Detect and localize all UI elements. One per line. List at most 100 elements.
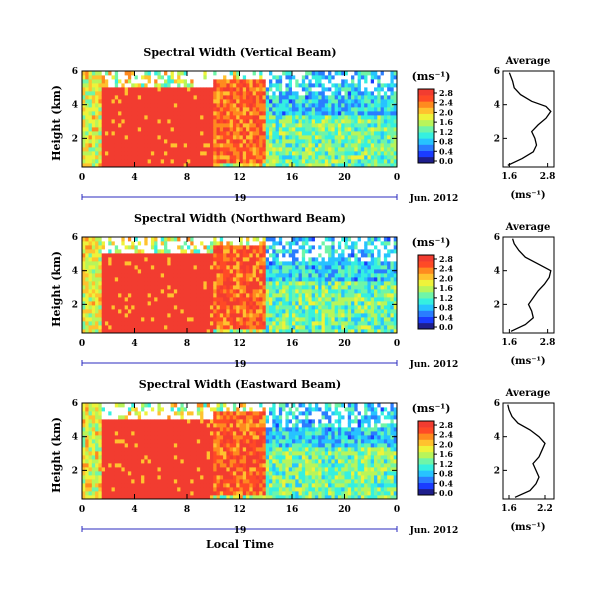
heatmap-cell xyxy=(285,297,290,302)
heatmap-cell xyxy=(134,139,139,144)
heatmap-cell xyxy=(318,313,322,318)
heatmap-cell xyxy=(209,293,214,298)
heatmap-cell xyxy=(259,237,263,242)
heatmap-cell xyxy=(160,147,165,152)
heatmap-cell xyxy=(308,301,313,306)
heatmap-cell xyxy=(351,111,355,116)
heatmap-cell xyxy=(131,313,135,318)
heatmap-cell xyxy=(137,277,142,282)
heatmap-cell xyxy=(82,301,86,306)
heatmap-cell xyxy=(305,75,309,80)
heatmap-cell xyxy=(216,305,221,310)
heatmap-cell xyxy=(337,91,342,96)
heatmap-cell xyxy=(85,301,89,306)
heatmap-cell xyxy=(347,265,352,270)
heatmap-cell xyxy=(101,91,106,96)
heatmap-cell xyxy=(124,115,129,120)
heatmap-cell xyxy=(82,463,86,468)
heatmap-cell xyxy=(118,139,122,144)
heatmap-cell xyxy=(229,155,234,160)
heatmap-cell xyxy=(131,245,135,250)
heatmap-cell xyxy=(98,241,103,246)
heatmap-cell xyxy=(265,285,270,290)
heatmap-cell xyxy=(370,245,375,250)
heatmap-cell xyxy=(357,325,362,330)
heatmap-cell xyxy=(249,163,254,168)
heatmap-cell xyxy=(196,289,201,294)
heatmap-cell xyxy=(265,257,270,262)
heatmap-cell xyxy=(124,317,129,322)
heatmap-cell xyxy=(265,159,270,164)
heatmap-cell xyxy=(246,265,250,270)
heatmap-cell xyxy=(259,159,263,164)
heatmap-cell xyxy=(127,285,132,290)
heatmap-cell xyxy=(347,103,352,108)
heatmap-cell xyxy=(272,123,276,128)
heatmap-cell xyxy=(160,83,165,88)
heatmap-cell xyxy=(219,309,224,314)
heatmap-cell xyxy=(374,269,378,274)
heatmap-cell xyxy=(239,317,244,322)
heatmap-cell xyxy=(164,151,168,156)
heatmap-cell xyxy=(154,75,158,80)
heatmap-cell xyxy=(314,277,319,282)
heatmap-cell xyxy=(226,273,231,278)
heatmap-cell xyxy=(232,321,237,326)
heatmap-cell xyxy=(341,155,345,160)
heatmap-cell xyxy=(370,115,375,120)
heatmap-cell xyxy=(262,99,267,104)
heatmap-cell xyxy=(180,241,185,246)
heatmap-cell xyxy=(383,261,388,266)
heatmap-cell xyxy=(85,487,89,492)
heatmap-cell xyxy=(278,317,283,322)
heatmap-cell xyxy=(164,309,168,314)
heatmap-cell xyxy=(255,115,260,120)
heatmap-cell xyxy=(324,135,329,140)
heatmap-cell xyxy=(127,91,132,96)
heatmap-cell xyxy=(265,277,270,282)
heatmap-cell xyxy=(104,277,109,282)
heatmap-cell xyxy=(259,127,263,132)
heatmap-cell xyxy=(272,305,276,310)
heatmap-cell xyxy=(282,139,286,144)
heatmap-cell xyxy=(265,309,270,314)
heatmap-cell xyxy=(229,273,234,278)
heatmap-cell xyxy=(301,107,306,112)
heatmap-cell xyxy=(288,115,293,120)
heatmap-cell xyxy=(278,111,283,116)
heatmap-cell xyxy=(154,115,158,120)
heatmap-cell xyxy=(278,265,283,270)
heatmap-cell xyxy=(229,253,234,258)
heatmap-cell xyxy=(229,265,234,270)
heatmap-cell xyxy=(246,151,250,156)
heatmap-cell xyxy=(232,317,237,322)
heatmap-cell xyxy=(150,293,155,298)
heatmap-cell xyxy=(370,139,375,144)
heatmap-cell xyxy=(239,297,244,302)
heatmap-cell xyxy=(177,297,181,302)
heatmap-cell xyxy=(370,155,375,160)
heatmap-cell xyxy=(314,91,319,96)
heatmap-cell xyxy=(108,163,112,168)
heatmap-cell xyxy=(101,249,106,254)
heatmap-cell xyxy=(229,87,234,92)
heatmap-cell xyxy=(269,261,273,266)
heatmap-cell xyxy=(134,127,139,132)
heatmap-cell xyxy=(111,103,116,108)
heatmap-cell xyxy=(288,135,293,140)
heatmap-cell xyxy=(170,103,175,108)
heatmap-cell xyxy=(255,317,260,322)
heatmap-cell xyxy=(219,245,224,250)
heatmap-cell xyxy=(341,281,345,286)
heatmap-cell xyxy=(82,265,86,270)
heatmap-cell xyxy=(121,317,126,322)
heatmap-cell xyxy=(173,143,178,148)
heatmap-cell xyxy=(229,277,234,282)
heatmap-cell xyxy=(324,155,329,160)
heatmap-cell xyxy=(164,119,168,124)
heatmap-cell xyxy=(252,281,257,286)
heatmap-cell xyxy=(200,269,204,274)
heatmap-cell xyxy=(124,273,129,278)
heatmap-cell xyxy=(88,277,93,282)
heatmap-cell xyxy=(167,317,171,322)
